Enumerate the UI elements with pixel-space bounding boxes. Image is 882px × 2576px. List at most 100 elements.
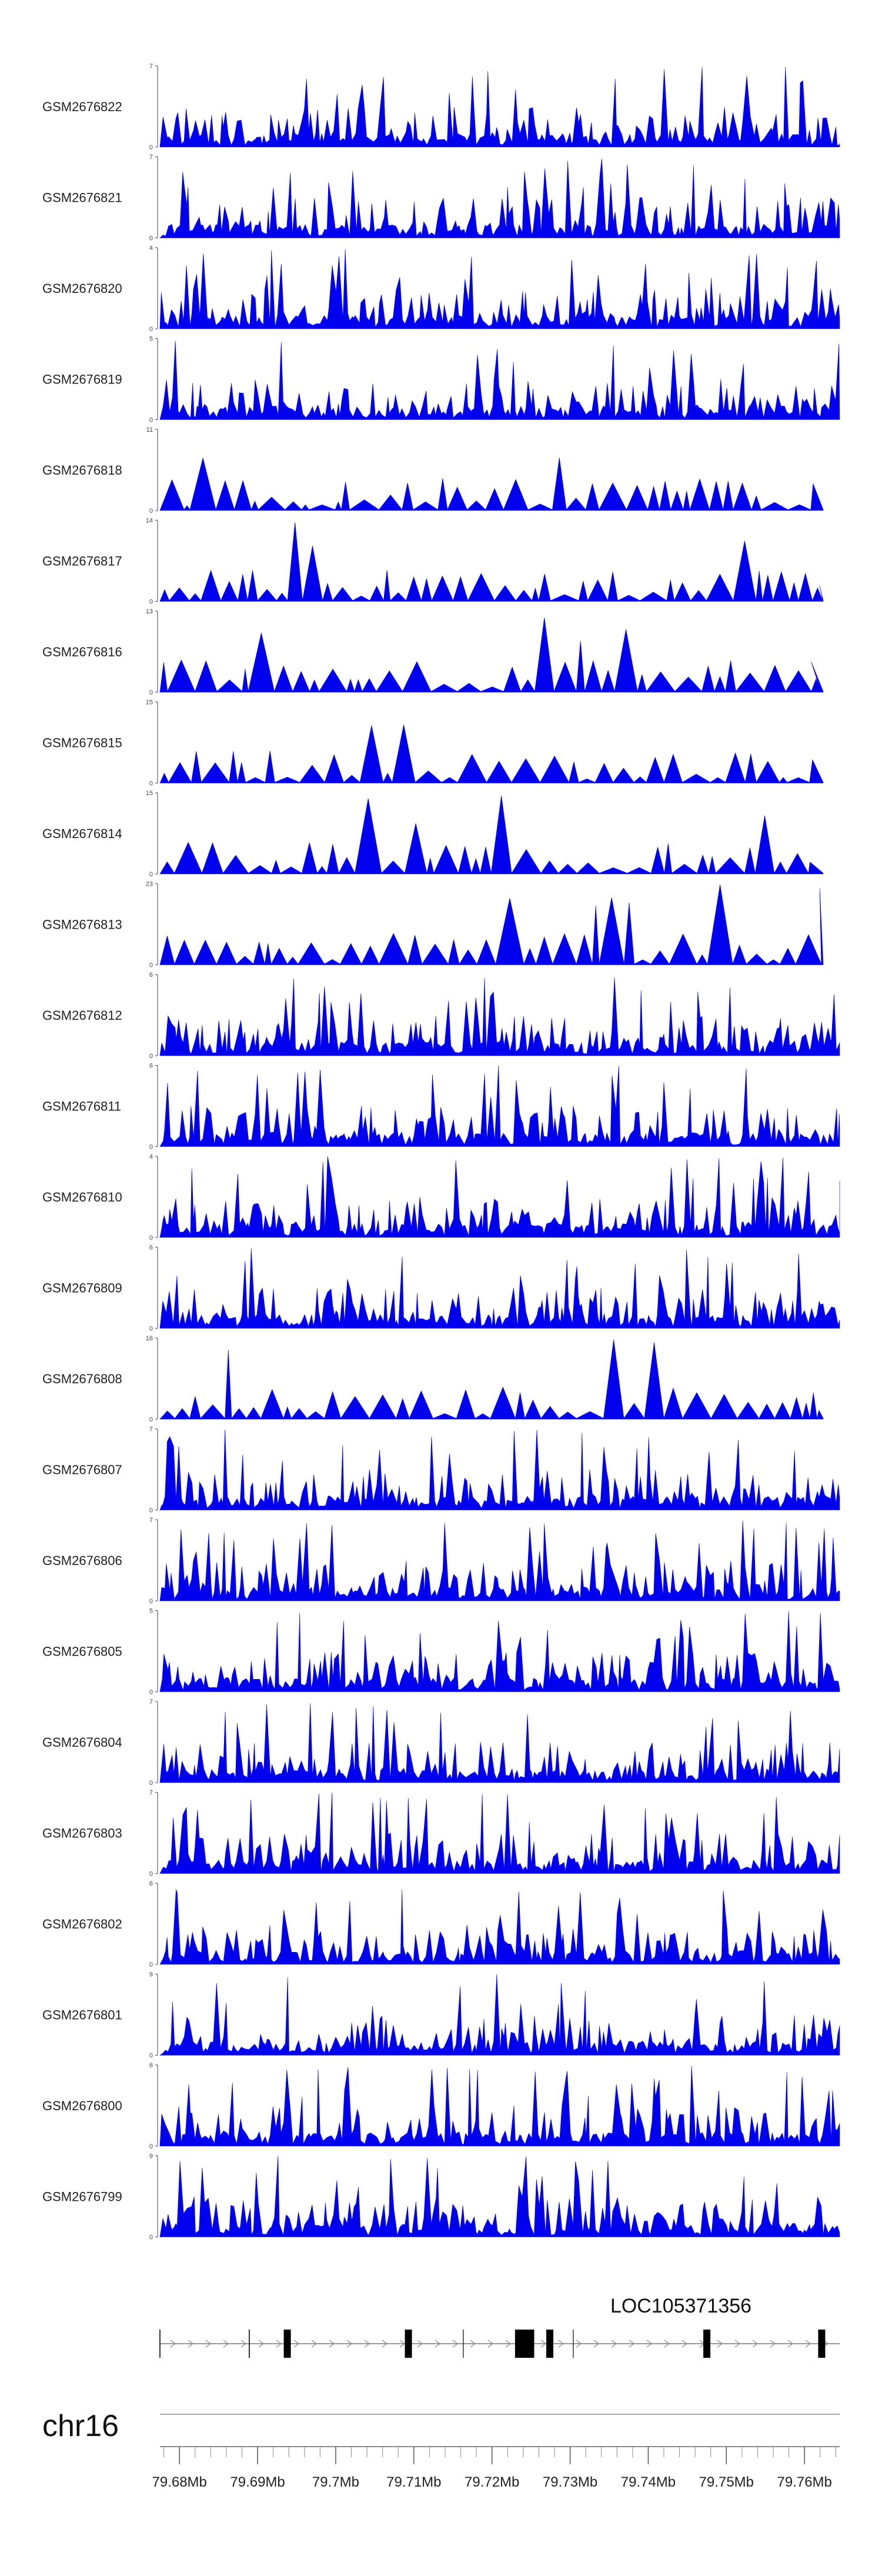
y-min-label: 0: [149, 871, 153, 878]
y-max-label: 7: [149, 1517, 153, 1524]
track-label: GSM2676800: [42, 2098, 122, 2113]
track-GSM2676808: GSM2676808 16 0: [42, 1335, 824, 1423]
coverage-area: [159, 341, 840, 420]
y-min-label: 0: [149, 508, 153, 515]
track-GSM2676814: GSM2676814 15 0: [42, 790, 824, 878]
coverage-area: [159, 522, 824, 602]
y-min-label: 0: [149, 1234, 153, 1242]
y-max-label: 23: [146, 881, 153, 888]
y-min-label: 0: [149, 326, 153, 333]
strand-arrow: [593, 2340, 599, 2348]
track-GSM2676811: GSM2676811 6 0: [42, 1063, 840, 1151]
y-max-label: 4: [149, 245, 153, 252]
exon: [546, 2330, 554, 2358]
y-max-label: 7: [149, 1790, 153, 1797]
coverage-area: [159, 1429, 840, 1510]
coverage-area: [159, 1520, 840, 1601]
y-max-label: 6: [149, 1063, 153, 1070]
strand-arrow: [170, 2340, 176, 2348]
y-min-label: 0: [149, 1507, 153, 1514]
track-label: GSM2676812: [42, 1008, 122, 1023]
y-max-label: 9: [149, 2153, 153, 2160]
x-tick-label: 79.68Mb: [152, 2474, 207, 2490]
y-max-label: 6: [149, 1244, 153, 1252]
exon: [524, 2330, 534, 2358]
coverage-area: [159, 2155, 840, 2237]
track-label: GSM2676807: [42, 1463, 122, 1477]
track-GSM2676810: GSM2676810 4 0: [42, 1153, 840, 1242]
track-label: GSM2676804: [42, 1735, 122, 1750]
strand-arrow: [364, 2340, 370, 2348]
strand-arrow: [293, 2340, 299, 2348]
track-label: GSM2676802: [42, 1917, 122, 1931]
track-label: GSM2676817: [42, 554, 122, 569]
strand-arrow: [329, 2340, 335, 2348]
track-GSM2676812: GSM2676812 6 0: [42, 972, 840, 1060]
y-max-label: 16: [146, 1335, 153, 1342]
strand-arrow: [558, 2340, 564, 2348]
track-label: GSM2676810: [42, 1190, 122, 1204]
track-label: GSM2676821: [42, 191, 122, 205]
strand-arrow: [276, 2340, 282, 2348]
genome-axis: chr16 79.68Mb 79.69Mb 79.7Mb 79.71Mb 79.72Mb…: [42, 2409, 840, 2490]
coverage-area: [159, 1889, 840, 1965]
y-max-label: 7: [149, 1426, 153, 1433]
y-min-label: 0: [149, 144, 153, 151]
track-GSM2676800: GSM2676800 6 0: [42, 2062, 840, 2150]
track-GSM2676817: GSM2676817 14 0: [42, 518, 824, 606]
strand-arrow: [417, 2340, 423, 2348]
strand-arrow: [346, 2340, 352, 2348]
strand-arrow: [540, 2340, 546, 2348]
x-tick-label: 79.76Mb: [777, 2474, 832, 2490]
strand-arrow: [205, 2340, 211, 2348]
track-GSM2676818: GSM2676818 11 0: [42, 426, 824, 515]
y-min-label: 0: [149, 962, 153, 969]
y-min-label: 0: [149, 1326, 153, 1333]
y-max-label: 6: [149, 2062, 153, 2069]
track-GSM2676803: GSM2676803 7 0: [42, 1790, 840, 1878]
track-GSM2676802: GSM2676802 6 0: [42, 1880, 840, 1968]
strand-arrow: [505, 2340, 511, 2348]
track-GSM2676804: GSM2676804 7 0: [42, 1699, 840, 1787]
y-max-label: 7: [149, 63, 153, 70]
coverage-area: [159, 1611, 840, 1692]
strand-arrow: [382, 2340, 387, 2348]
track-GSM2676806: GSM2676806 7 0: [42, 1517, 840, 1605]
strand-arrow: [629, 2340, 634, 2348]
strand-arrow: [188, 2340, 193, 2348]
y-max-label: 6: [149, 972, 153, 979]
coverage-area: [159, 618, 824, 693]
strand-arrow: [805, 2340, 811, 2348]
x-tick-label: 79.7Mb: [312, 2474, 359, 2490]
y-max-label: 7: [149, 154, 153, 161]
track-label: GSM2676808: [42, 1372, 122, 1386]
strand-arrow: [240, 2340, 246, 2348]
strand-arrow: [681, 2340, 687, 2348]
coverage-area: [159, 458, 824, 511]
coverage-area: [159, 249, 840, 329]
strand-arrow: [717, 2340, 723, 2348]
chromosome-label: chr16: [42, 2409, 119, 2443]
y-min-label: 0: [149, 1961, 153, 1968]
coverage-area: [159, 725, 824, 783]
y-min-label: 0: [149, 417, 153, 424]
track-GSM2676801: GSM2676801 9 0: [42, 1971, 840, 2060]
y-min-label: 0: [149, 1689, 153, 1696]
strand-arrow: [399, 2340, 405, 2348]
track-GSM2676820: GSM2676820 4 0: [42, 245, 840, 333]
strand-arrow: [435, 2340, 440, 2348]
y-min-label: 0: [149, 1416, 153, 1423]
strand-arrow: [487, 2340, 493, 2348]
strand-arrow: [770, 2340, 776, 2348]
track-label: GSM2676803: [42, 1826, 122, 1841]
track-label: GSM2676820: [42, 281, 122, 296]
y-max-label: 7: [149, 1699, 153, 1706]
y-min-label: 0: [149, 599, 153, 606]
y-min-label: 0: [149, 2234, 153, 2241]
y-min-label: 0: [149, 1780, 153, 1787]
y-max-label: 5: [149, 336, 153, 343]
track-GSM2676813: GSM2676813 23 0: [42, 881, 824, 969]
y-max-label: 11: [146, 426, 153, 433]
exon: [703, 2330, 711, 2358]
